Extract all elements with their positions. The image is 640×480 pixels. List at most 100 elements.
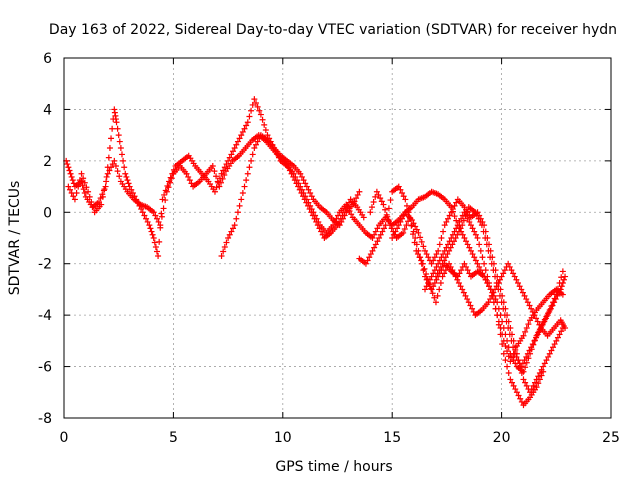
data-point (454, 222, 461, 229)
data-point (478, 222, 485, 229)
data-point (231, 222, 238, 229)
data-point (415, 229, 422, 236)
data-point (251, 145, 258, 151)
data-point (331, 218, 338, 225)
data-point (157, 222, 164, 229)
data-point (303, 196, 310, 203)
data-point (533, 334, 540, 341)
data-point (115, 132, 122, 139)
data-point (476, 263, 483, 270)
data-point (388, 225, 395, 232)
data-point (443, 244, 450, 251)
data-point (413, 226, 420, 233)
data-point (226, 154, 233, 161)
data-point (485, 247, 492, 254)
data-point (366, 254, 373, 261)
data-point (399, 215, 406, 222)
data-point (417, 234, 424, 241)
data-point (372, 193, 379, 200)
data-point (256, 107, 263, 114)
data-point (308, 193, 315, 200)
data-point (453, 225, 460, 232)
data-point (506, 263, 513, 270)
data-point (228, 151, 235, 158)
data-point (233, 141, 240, 148)
data-point (213, 173, 220, 180)
data-point (116, 173, 123, 180)
data-point (461, 209, 468, 216)
data-point (124, 177, 131, 184)
data-point (529, 341, 536, 348)
data-point (455, 280, 462, 286)
data-point (403, 202, 410, 209)
x-tick-label: 15 (383, 430, 401, 446)
data-point (155, 218, 162, 225)
data-point (487, 254, 494, 261)
data-point (257, 111, 264, 118)
data-point (473, 212, 480, 219)
data-point (167, 179, 174, 186)
data-point (372, 228, 379, 235)
data-point (544, 312, 551, 319)
data-point (259, 116, 266, 123)
data-point (538, 366, 545, 373)
data-point (315, 218, 322, 225)
data-point (446, 238, 453, 245)
data-point (500, 270, 507, 277)
data-point (419, 260, 426, 267)
data-point (114, 168, 121, 175)
data-point (167, 174, 174, 181)
data-point (505, 260, 512, 267)
data-point (519, 360, 526, 367)
data-point (502, 357, 509, 364)
data-point (508, 337, 515, 344)
data-point (144, 218, 151, 225)
data-point (531, 337, 538, 344)
data-point (521, 292, 528, 299)
data-point (76, 177, 83, 184)
data-point (369, 235, 376, 241)
data-point (531, 379, 538, 386)
data-point (523, 296, 530, 303)
data-point (387, 197, 394, 204)
data-point (106, 145, 113, 151)
data-point (225, 235, 232, 241)
data-point (501, 267, 508, 274)
data-point (243, 122, 250, 129)
data-point (461, 235, 468, 241)
data-point (435, 260, 442, 267)
data-point (403, 222, 410, 229)
data-point (505, 353, 512, 360)
data-point (392, 228, 399, 235)
data-point (431, 267, 438, 274)
data-point (243, 177, 250, 184)
data-point (160, 205, 167, 212)
data-point (471, 254, 478, 261)
data-point (261, 121, 268, 128)
data-point (437, 280, 444, 286)
data-point (397, 186, 404, 193)
data-point (549, 302, 556, 309)
data-point (421, 265, 428, 272)
data-point (458, 215, 465, 222)
data-point (533, 384, 540, 391)
data-point (164, 182, 171, 189)
data-point (139, 209, 146, 216)
data-point (552, 296, 559, 303)
data-point (500, 337, 507, 344)
data-point (536, 370, 543, 376)
data-point (443, 218, 450, 225)
data-point (307, 190, 314, 196)
data-point (168, 175, 175, 182)
data-point (254, 103, 261, 110)
data-point (482, 235, 489, 241)
data-point (230, 148, 237, 155)
data-point (487, 296, 494, 303)
data-point (526, 302, 533, 309)
data-point (464, 267, 471, 274)
data-point (153, 248, 160, 255)
data-point (524, 350, 531, 357)
data-point (103, 178, 110, 185)
data-point (213, 184, 220, 191)
